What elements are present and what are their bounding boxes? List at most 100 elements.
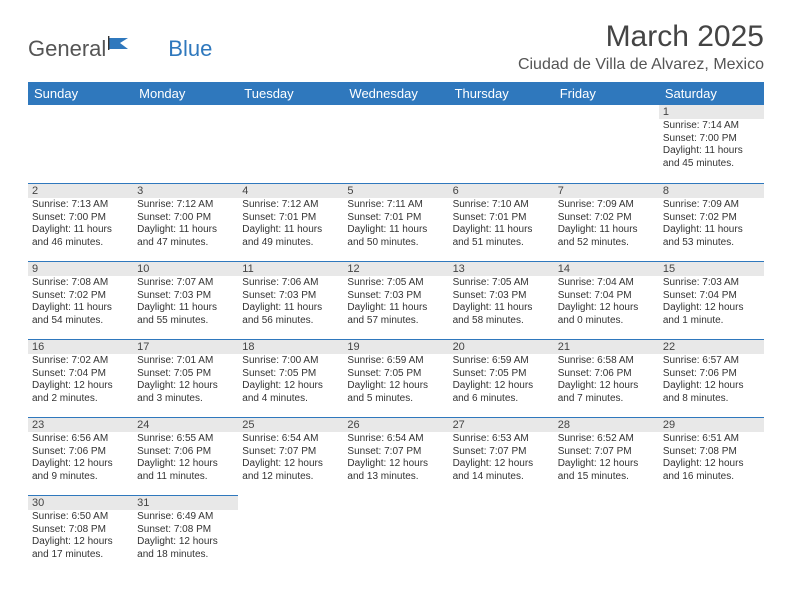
day-details: Sunrise: 6:51 AMSunset: 7:08 PMDaylight:… xyxy=(659,432,764,485)
calendar-cell xyxy=(449,105,554,183)
sunset-text: Sunset: 7:05 PM xyxy=(242,368,339,381)
calendar-cell: 7Sunrise: 7:09 AMSunset: 7:02 PMDaylight… xyxy=(554,183,659,261)
day-number: 21 xyxy=(554,339,659,354)
day-number: 9 xyxy=(28,261,133,276)
calendar-cell: 20Sunrise: 6:59 AMSunset: 7:05 PMDayligh… xyxy=(449,339,554,417)
sunset-text: Sunset: 7:06 PM xyxy=(663,368,760,381)
daylight-text: Daylight: 11 hours and 55 minutes. xyxy=(137,302,234,327)
day-number: 30 xyxy=(28,495,133,510)
sunrise-text: Sunrise: 7:01 AM xyxy=(137,355,234,368)
day-number: 26 xyxy=(343,417,448,432)
sunset-text: Sunset: 7:04 PM xyxy=(32,368,129,381)
day-details: Sunrise: 7:10 AMSunset: 7:01 PMDaylight:… xyxy=(449,198,554,251)
calendar-week-row: 2Sunrise: 7:13 AMSunset: 7:00 PMDaylight… xyxy=(28,183,764,261)
day-details: Sunrise: 7:12 AMSunset: 7:00 PMDaylight:… xyxy=(133,198,238,251)
sunset-text: Sunset: 7:05 PM xyxy=(347,368,444,381)
day-details: Sunrise: 6:55 AMSunset: 7:06 PMDaylight:… xyxy=(133,432,238,485)
sunset-text: Sunset: 7:05 PM xyxy=(453,368,550,381)
day-number: 2 xyxy=(28,183,133,198)
sunrise-text: Sunrise: 7:13 AM xyxy=(32,199,129,212)
day-number: 4 xyxy=(238,183,343,198)
weekday-header: Tuesday xyxy=(238,82,343,105)
calendar-week-row: 16Sunrise: 7:02 AMSunset: 7:04 PMDayligh… xyxy=(28,339,764,417)
day-number: 24 xyxy=(133,417,238,432)
sunrise-text: Sunrise: 6:50 AM xyxy=(32,511,129,524)
weekday-header: Monday xyxy=(133,82,238,105)
sunrise-text: Sunrise: 7:05 AM xyxy=(347,277,444,290)
sunset-text: Sunset: 7:08 PM xyxy=(32,524,129,537)
sunset-text: Sunset: 7:07 PM xyxy=(453,446,550,459)
location-text: Ciudad de Villa de Alvarez, Mexico xyxy=(518,56,764,74)
sunrise-text: Sunrise: 6:57 AM xyxy=(663,355,760,368)
day-details: Sunrise: 6:54 AMSunset: 7:07 PMDaylight:… xyxy=(238,432,343,485)
calendar-cell xyxy=(554,105,659,183)
logo-text-general: General xyxy=(28,36,106,62)
calendar-cell: 2Sunrise: 7:13 AMSunset: 7:00 PMDaylight… xyxy=(28,183,133,261)
day-details: Sunrise: 6:58 AMSunset: 7:06 PMDaylight:… xyxy=(554,354,659,407)
calendar-cell: 27Sunrise: 6:53 AMSunset: 7:07 PMDayligh… xyxy=(449,417,554,495)
calendar-cell: 4Sunrise: 7:12 AMSunset: 7:01 PMDaylight… xyxy=(238,183,343,261)
sunrise-text: Sunrise: 7:09 AM xyxy=(558,199,655,212)
day-details: Sunrise: 7:09 AMSunset: 7:02 PMDaylight:… xyxy=(659,198,764,251)
day-details: Sunrise: 6:53 AMSunset: 7:07 PMDaylight:… xyxy=(449,432,554,485)
calendar-cell: 31Sunrise: 6:49 AMSunset: 7:08 PMDayligh… xyxy=(133,495,238,573)
sunset-text: Sunset: 7:01 PM xyxy=(453,212,550,225)
weekday-header: Sunday xyxy=(28,82,133,105)
calendar-cell: 9Sunrise: 7:08 AMSunset: 7:02 PMDaylight… xyxy=(28,261,133,339)
day-number: 14 xyxy=(554,261,659,276)
calendar-cell: 14Sunrise: 7:04 AMSunset: 7:04 PMDayligh… xyxy=(554,261,659,339)
day-number: 19 xyxy=(343,339,448,354)
day-details: Sunrise: 7:07 AMSunset: 7:03 PMDaylight:… xyxy=(133,276,238,329)
day-details: Sunrise: 7:05 AMSunset: 7:03 PMDaylight:… xyxy=(449,276,554,329)
calendar-cell: 17Sunrise: 7:01 AMSunset: 7:05 PMDayligh… xyxy=(133,339,238,417)
day-details: Sunrise: 7:14 AMSunset: 7:00 PMDaylight:… xyxy=(659,119,764,172)
daylight-text: Daylight: 11 hours and 49 minutes. xyxy=(242,224,339,249)
calendar-cell xyxy=(28,105,133,183)
calendar-cell xyxy=(659,495,764,573)
calendar-cell: 21Sunrise: 6:58 AMSunset: 7:06 PMDayligh… xyxy=(554,339,659,417)
day-details: Sunrise: 7:09 AMSunset: 7:02 PMDaylight:… xyxy=(554,198,659,251)
day-details: Sunrise: 7:08 AMSunset: 7:02 PMDaylight:… xyxy=(28,276,133,329)
calendar-cell xyxy=(554,495,659,573)
daylight-text: Daylight: 12 hours and 4 minutes. xyxy=(242,380,339,405)
daylight-text: Daylight: 12 hours and 13 minutes. xyxy=(347,458,444,483)
calendar-cell: 11Sunrise: 7:06 AMSunset: 7:03 PMDayligh… xyxy=(238,261,343,339)
sunset-text: Sunset: 7:04 PM xyxy=(558,290,655,303)
sunrise-text: Sunrise: 7:14 AM xyxy=(663,120,760,133)
day-details: Sunrise: 7:02 AMSunset: 7:04 PMDaylight:… xyxy=(28,354,133,407)
day-number: 31 xyxy=(133,495,238,510)
weekday-header: Wednesday xyxy=(343,82,448,105)
sunrise-text: Sunrise: 7:00 AM xyxy=(242,355,339,368)
sunrise-text: Sunrise: 7:04 AM xyxy=(558,277,655,290)
daylight-text: Daylight: 11 hours and 54 minutes. xyxy=(32,302,129,327)
sunset-text: Sunset: 7:01 PM xyxy=(242,212,339,225)
day-details: Sunrise: 6:54 AMSunset: 7:07 PMDaylight:… xyxy=(343,432,448,485)
sunset-text: Sunset: 7:00 PM xyxy=(137,212,234,225)
daylight-text: Daylight: 12 hours and 11 minutes. xyxy=(137,458,234,483)
calendar-cell: 22Sunrise: 6:57 AMSunset: 7:06 PMDayligh… xyxy=(659,339,764,417)
header: General Blue March 2025 Ciudad de Villa … xyxy=(28,20,764,74)
title-block: March 2025 Ciudad de Villa de Alvarez, M… xyxy=(518,20,764,74)
calendar-cell: 18Sunrise: 7:00 AMSunset: 7:05 PMDayligh… xyxy=(238,339,343,417)
logo-text-blue: Blue xyxy=(168,36,212,62)
sunrise-text: Sunrise: 7:11 AM xyxy=(347,199,444,212)
calendar-cell xyxy=(238,105,343,183)
sunrise-text: Sunrise: 7:05 AM xyxy=(453,277,550,290)
sunrise-text: Sunrise: 6:58 AM xyxy=(558,355,655,368)
sunrise-text: Sunrise: 6:59 AM xyxy=(347,355,444,368)
sunrise-text: Sunrise: 6:55 AM xyxy=(137,433,234,446)
day-number: 29 xyxy=(659,417,764,432)
day-number: 11 xyxy=(238,261,343,276)
calendar-cell: 23Sunrise: 6:56 AMSunset: 7:06 PMDayligh… xyxy=(28,417,133,495)
day-number: 18 xyxy=(238,339,343,354)
sunrise-text: Sunrise: 6:54 AM xyxy=(242,433,339,446)
calendar-cell: 13Sunrise: 7:05 AMSunset: 7:03 PMDayligh… xyxy=(449,261,554,339)
daylight-text: Daylight: 11 hours and 47 minutes. xyxy=(137,224,234,249)
calendar-cell xyxy=(343,105,448,183)
weekday-header: Thursday xyxy=(449,82,554,105)
sunrise-text: Sunrise: 7:10 AM xyxy=(453,199,550,212)
calendar-cell xyxy=(133,105,238,183)
day-details: Sunrise: 6:49 AMSunset: 7:08 PMDaylight:… xyxy=(133,510,238,563)
day-details: Sunrise: 7:00 AMSunset: 7:05 PMDaylight:… xyxy=(238,354,343,407)
sunrise-text: Sunrise: 6:52 AM xyxy=(558,433,655,446)
